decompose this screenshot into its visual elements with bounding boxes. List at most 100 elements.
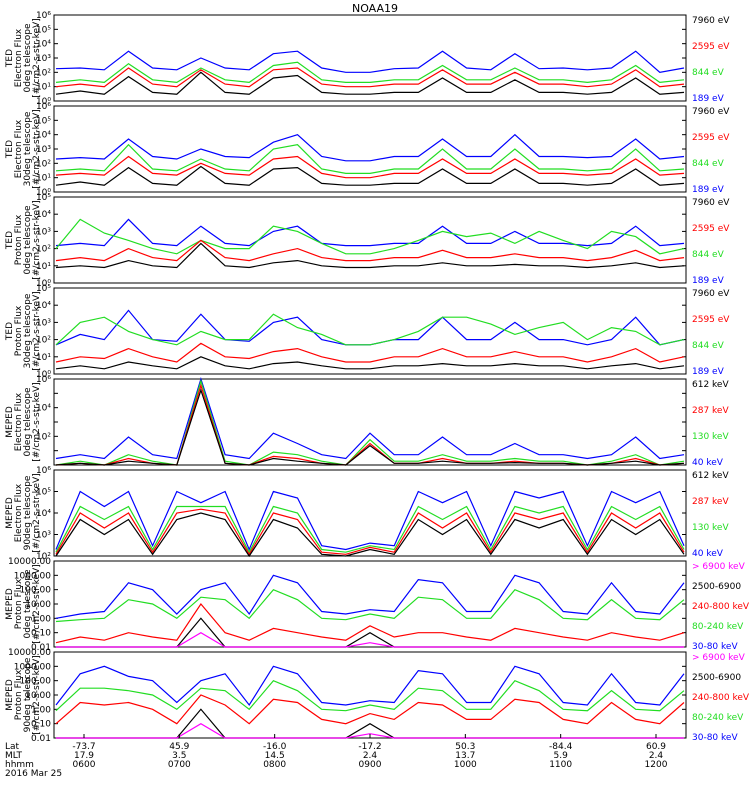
- y-tick-label: 10⁰: [36, 370, 51, 380]
- chart-title: NOAA19: [352, 2, 398, 15]
- legend-entry: 189 eV: [692, 367, 725, 377]
- series-line-1: [55, 309, 685, 346]
- panel-frame: [53, 105, 687, 193]
- series-line-3: [55, 603, 685, 644]
- panel-frame: [53, 651, 687, 739]
- legend-entry: 612 keV: [692, 471, 729, 481]
- y-axis-label-line: [#/cm2-s-str-keV]: [32, 473, 42, 552]
- series-line-2: [55, 505, 685, 554]
- series-line-2: [55, 61, 685, 84]
- series-line-3: [55, 67, 685, 88]
- y-axis-label-line: [#/cm2-s-str-keV]: [32, 655, 42, 734]
- legend-entry: 30-80 keV: [692, 733, 738, 743]
- y-tick-label: 1000.00: [14, 571, 51, 581]
- y-axis-label-line: 90deg telescope: [23, 475, 33, 550]
- y-axis-label-line: [#/cm2-s-str-keV]: [32, 382, 42, 461]
- y-axis-label-line: Electron Flux: [14, 483, 24, 542]
- x-tick-label: 45.9: [169, 742, 189, 752]
- y-tick-label: 10²: [36, 245, 51, 255]
- x-tick-label: 13.7: [455, 751, 475, 761]
- panel-frame: [53, 14, 687, 102]
- legend-entry: 287 keV: [692, 497, 729, 507]
- x-axis-row-label: hhmm: [5, 760, 34, 770]
- y-axis-label-line: TED: [5, 140, 15, 159]
- y-tick-label: 10¹: [36, 262, 51, 272]
- x-tick-label: 2.4: [649, 751, 664, 761]
- series-line-1: [55, 376, 685, 460]
- legend-entry: 130 keV: [692, 432, 729, 442]
- y-axis-label-line: Proton Flux: [14, 305, 24, 356]
- legend-entry: 240-800 keV: [692, 693, 750, 703]
- y-tick-label: 10⁵: [36, 488, 51, 498]
- x-tick-label: 0700: [168, 760, 191, 770]
- x-tick-label: 1100: [549, 760, 572, 770]
- x-tick-label: 2.4: [363, 751, 378, 761]
- series-line-1: [55, 50, 685, 73]
- y-tick-label: 1000.00: [14, 662, 51, 672]
- series-line-1: [55, 218, 685, 247]
- y-axis-label-line: MEPED: [5, 679, 15, 711]
- legend-entry: 189 eV: [692, 185, 725, 195]
- y-tick-label: 10⁰: [36, 97, 51, 107]
- y-tick-label: 10⁵: [36, 25, 51, 35]
- y-axis-label-line: Proton Flux: [14, 669, 24, 720]
- y-tick-label: 0.10: [31, 629, 51, 639]
- y-tick-label: 10³: [36, 318, 51, 328]
- series-line-4: [55, 165, 685, 186]
- series-line-4: [55, 356, 685, 370]
- y-tick-label: 10⁶: [36, 102, 51, 112]
- y-tick-label: 10.00: [25, 600, 51, 610]
- y-tick-label: 10¹: [36, 174, 51, 184]
- legend-entry: 189 eV: [692, 276, 725, 286]
- x-tick-label: 1200: [645, 760, 668, 770]
- panel-5: 10² 10⁴ 10⁶ MEPED Electron Flux 0deg telescop…: [5, 375, 729, 468]
- y-axis-label-line: TED: [5, 49, 15, 68]
- x-tick-label: -16.0: [263, 742, 287, 752]
- legend-entry: 612 keV: [692, 380, 729, 390]
- y-tick-label: 10³: [36, 145, 51, 155]
- y-axis-label-line: MEPED: [5, 406, 15, 438]
- legend-entry: 7960 eV: [692, 289, 730, 299]
- series-line-4: [55, 242, 685, 269]
- y-axis-label-line: TED: [5, 322, 15, 341]
- panel-2: 10⁰ 10¹ 10² 10³ 10⁴ 10⁵ 10⁶ TED Electron Flux 30d…: [5, 102, 730, 198]
- x-tick-label: -17.2: [358, 742, 381, 752]
- panel-3: 10⁰ 10¹ 10² 10³ 10⁴ 10⁵ TED Proton Flux 0deg tel…: [5, 193, 730, 289]
- x-tick-label: 0800: [263, 760, 286, 770]
- y-axis-label-line: [#/cm2-s-str-keV]: [32, 18, 42, 97]
- y-axis-label-line: Proton Flux: [14, 578, 24, 629]
- panel-4: 10⁰ 10¹ 10² 10³ 10⁴ 10⁵ TED Proton Flux 30deg te…: [5, 284, 730, 380]
- legend-entry: 2595 eV: [692, 133, 730, 143]
- y-tick-label: 0.10: [31, 720, 51, 730]
- y-tick-label: 10⁴: [36, 301, 51, 311]
- y-tick-label: 10⁴: [36, 40, 51, 50]
- y-tick-label: 10⁰: [36, 279, 51, 289]
- series-line-2: [55, 313, 685, 346]
- legend-entry: 40 keV: [692, 458, 724, 468]
- y-axis-label-line: 0deg telescope: [23, 569, 33, 639]
- y-axis-label-line: 30deg telescope: [23, 293, 33, 368]
- y-tick-label: 10²: [36, 432, 51, 442]
- series-line-2: [55, 143, 685, 174]
- series-line-2: [55, 679, 685, 712]
- y-tick-label: 10000.00: [8, 648, 51, 658]
- series-line-2: [55, 588, 685, 623]
- y-axis-label-line: MEPED: [5, 588, 15, 620]
- y-tick-label: 10⁴: [36, 509, 51, 519]
- y-tick-label: 1.00: [31, 614, 51, 624]
- series-line-1: [55, 490, 685, 552]
- legend-entry: 80-240 keV: [692, 713, 744, 723]
- y-tick-label: 10⁶: [36, 11, 51, 21]
- series-line-2: [55, 378, 685, 466]
- x-tick-label: 17.9: [74, 751, 94, 761]
- y-tick-label: 0.01: [31, 643, 51, 653]
- y-axis-label-line: Proton Flux: [14, 214, 24, 265]
- y-tick-label: 10²: [36, 68, 51, 78]
- y-tick-label: 10¹: [36, 353, 51, 363]
- y-axis-label-line: 0deg telescope: [23, 387, 33, 457]
- series-line-4: [55, 512, 685, 558]
- legend-entry: > 6900 keV: [692, 653, 746, 663]
- series-line-3: [55, 694, 685, 725]
- series-line-1: [55, 665, 685, 707]
- x-tick-label: 50.3: [455, 742, 475, 752]
